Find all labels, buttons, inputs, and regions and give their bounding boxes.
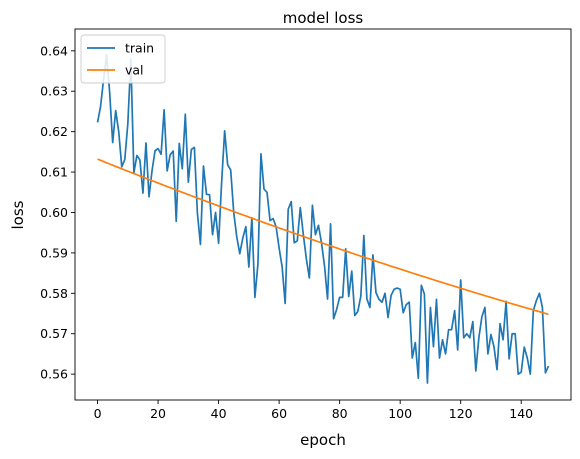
y-tick-label: 0.60 <box>40 205 68 220</box>
legend: train val <box>80 34 166 84</box>
plot-frame <box>74 28 572 401</box>
x-axis: 0 20 40 60 80 100 120 140 <box>94 400 533 421</box>
y-tick-label: 0.59 <box>40 245 68 260</box>
x-tick-label: 140 <box>509 406 533 421</box>
x-axis-label: epoch <box>300 431 346 449</box>
legend-label-train: train <box>125 41 154 56</box>
x-tick-label: 60 <box>271 406 287 421</box>
legend-box <box>80 34 166 84</box>
x-tick-label: 120 <box>449 406 473 421</box>
y-tick-label: 0.62 <box>40 124 68 139</box>
legend-label-val: val <box>125 63 144 78</box>
chart-title: model loss <box>283 9 364 27</box>
x-tick-label: 80 <box>332 406 348 421</box>
x-tick-label: 0 <box>94 406 102 421</box>
y-tick-label: 0.56 <box>40 367 68 382</box>
x-tick-label: 100 <box>388 406 412 421</box>
plot-area <box>74 28 572 401</box>
y-tick-label: 0.63 <box>40 84 68 99</box>
x-tick-label: 40 <box>211 406 227 421</box>
series-line-val <box>97 158 549 316</box>
y-tick-label: 0.58 <box>40 286 68 301</box>
y-axis: 0.56 0.57 0.58 0.59 0.60 0.61 0.62 0.63 0.64 <box>40 43 75 382</box>
series-lines <box>96 54 550 384</box>
y-tick-label: 0.57 <box>40 326 68 341</box>
y-axis-label: loss <box>9 200 27 229</box>
series-line-train <box>96 54 550 384</box>
x-tick-label: 20 <box>150 406 166 421</box>
y-tick-label: 0.61 <box>40 165 68 180</box>
y-tick-label: 0.64 <box>40 43 68 58</box>
